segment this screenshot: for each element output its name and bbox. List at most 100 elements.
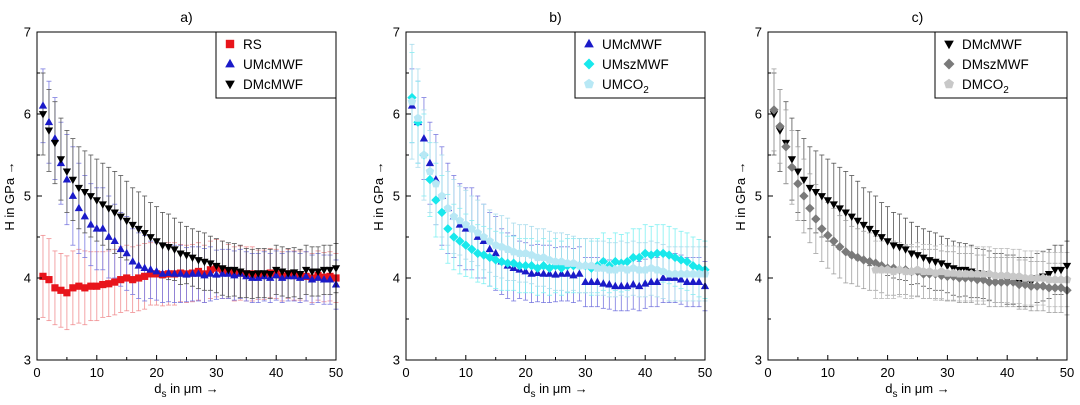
y-tick-label: 7 [755, 25, 762, 40]
data-point [653, 277, 662, 285]
data-point [110, 236, 119, 244]
data-point [188, 254, 197, 262]
data-point [437, 191, 447, 200]
y-tick-label: 7 [24, 25, 31, 40]
x-tick-label: 40 [1000, 365, 1014, 380]
data-point [325, 275, 335, 283]
data-point [646, 250, 656, 260]
data-point [593, 263, 602, 272]
data-point [57, 286, 65, 294]
data-point [272, 271, 281, 279]
data-point [1020, 273, 1030, 282]
data-point [539, 269, 548, 277]
data-point [769, 105, 779, 115]
data-point [206, 269, 215, 277]
data-point [955, 269, 964, 278]
data-point [449, 232, 459, 242]
data-point [224, 266, 233, 275]
data-point [425, 158, 435, 167]
y-tick-label: 4 [755, 271, 762, 286]
data-point [123, 274, 131, 282]
series-dmco2 [871, 265, 1072, 284]
data-point [533, 253, 542, 262]
data-point [811, 189, 820, 197]
y-tick-label: 3 [24, 353, 31, 368]
data-point [87, 282, 95, 290]
data-point [431, 179, 441, 188]
data-point [829, 236, 839, 246]
data-point [295, 271, 305, 279]
data-point [859, 221, 868, 230]
x-tick-label: 40 [638, 365, 652, 380]
data-point [641, 279, 650, 287]
x-tick-label: 30 [940, 365, 954, 380]
data-point [431, 195, 441, 205]
data-point [307, 268, 317, 276]
legend-marker [584, 78, 594, 89]
data-point [116, 244, 125, 253]
data-point [313, 268, 323, 276]
data-point [913, 252, 922, 260]
y-tick-label: 6 [393, 107, 400, 122]
data-point [62, 168, 72, 176]
data-point [152, 238, 161, 246]
data-point [75, 282, 83, 290]
data-point [575, 269, 584, 277]
data-point [961, 269, 970, 278]
legend-label: DMcMWF [962, 37, 1022, 52]
legend: RS UMcMWF DMcMWF [215, 31, 337, 99]
data-point [587, 277, 596, 285]
data-point [146, 234, 155, 242]
data-point [817, 224, 827, 234]
data-point [431, 175, 441, 183]
series-dmszmwf [769, 105, 1072, 295]
legend-label: DMcMWF [243, 77, 303, 92]
data-point [50, 139, 60, 148]
data-point [319, 275, 329, 283]
data-point [170, 269, 179, 277]
data-point [176, 269, 185, 277]
data-point [158, 242, 167, 250]
legend: DMcMWF DMszMWF DMCO2 [934, 31, 1068, 99]
data-point [1050, 266, 1060, 275]
data-point [628, 252, 638, 263]
x-tick-label: 20 [880, 365, 894, 380]
data-point [622, 256, 632, 267]
data-point [781, 142, 791, 152]
data-point [877, 234, 886, 242]
data-point [635, 281, 644, 290]
legend-label: UMcMWF [602, 37, 662, 52]
data-point [787, 156, 797, 164]
legend-marker [583, 58, 595, 70]
data-point [972, 274, 982, 285]
data-point [188, 269, 197, 277]
data-point [419, 134, 429, 142]
legend-marker [225, 80, 235, 90]
data-point [865, 225, 874, 234]
data-point [50, 134, 60, 142]
x-tick-label: 20 [149, 365, 163, 380]
data-point [194, 257, 203, 265]
data-point [467, 224, 477, 233]
x-tick-label: 0 [764, 365, 771, 380]
data-point [634, 252, 644, 263]
data-point [799, 176, 809, 185]
data-point [479, 250, 489, 260]
data-point [925, 257, 934, 265]
data-point [461, 240, 471, 250]
data-point [170, 246, 179, 254]
x-tick-label: 40 [269, 365, 283, 380]
data-point [140, 263, 149, 272]
data-point [659, 273, 668, 281]
data-point [901, 246, 910, 254]
data-point [122, 217, 131, 226]
data-point [44, 127, 54, 135]
data-point [212, 262, 221, 271]
data-point [266, 271, 275, 279]
data-point [242, 270, 251, 278]
data-point [260, 270, 269, 278]
data-point [823, 197, 832, 205]
data-point [527, 269, 536, 277]
data-point [1050, 275, 1060, 284]
data-point [990, 271, 1000, 280]
